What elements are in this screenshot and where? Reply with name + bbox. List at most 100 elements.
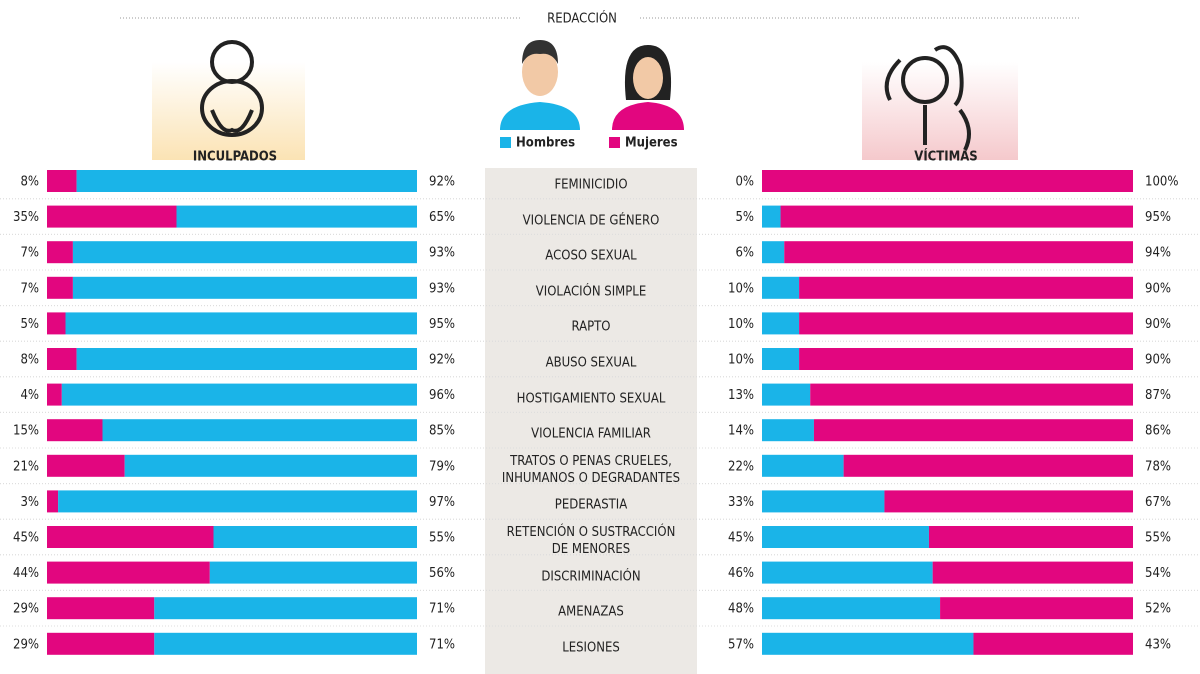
value-label: 71% xyxy=(429,602,455,617)
category-label: FEMINICIDIO xyxy=(554,177,628,193)
value-label: 46% xyxy=(728,566,754,581)
category-label: TRATOS O PENAS CRUELES, INHUMANOS O DEGR… xyxy=(501,453,681,486)
panel-bg xyxy=(862,62,1018,160)
panel-bg xyxy=(152,62,305,160)
value-label: 44% xyxy=(13,566,39,581)
value-label: 13% xyxy=(728,388,754,403)
value-label: 96% xyxy=(429,388,455,403)
value-label: 15% xyxy=(13,424,39,439)
bar-segment xyxy=(928,526,1133,548)
bar-segment xyxy=(47,561,210,584)
bar-segment xyxy=(47,490,59,513)
bar-segment xyxy=(47,241,73,264)
icon-woman xyxy=(612,45,684,130)
bar-segment xyxy=(799,348,1133,370)
value-label: 10% xyxy=(728,317,754,332)
value-label: 95% xyxy=(1145,210,1171,225)
bar-segment xyxy=(810,383,1133,406)
value-label: 97% xyxy=(429,495,455,510)
bar-segment xyxy=(47,312,66,335)
value-label: 65% xyxy=(429,210,455,225)
value-label: 45% xyxy=(728,531,754,546)
value-label: 92% xyxy=(429,175,455,190)
icon-man xyxy=(500,40,580,130)
value-label: 21% xyxy=(13,459,39,474)
bar-segment xyxy=(762,526,929,548)
category-label: VIOLACIÓN SIMPLE xyxy=(535,284,647,300)
value-label: 33% xyxy=(728,495,754,510)
value-label: 71% xyxy=(429,637,455,652)
bar-segment xyxy=(47,454,125,477)
bar-segment xyxy=(799,312,1133,335)
bar-segment xyxy=(58,490,417,513)
bar-segment xyxy=(762,170,1133,192)
bar-segment xyxy=(843,454,1133,477)
bar-segment xyxy=(932,561,1133,584)
value-label: 43% xyxy=(1145,637,1171,652)
value-label: 86% xyxy=(1145,424,1171,439)
value-label: 67% xyxy=(1145,495,1171,510)
bar-segment xyxy=(47,526,214,548)
value-label: 3% xyxy=(20,495,39,510)
value-label: 92% xyxy=(429,353,455,368)
bar-segment xyxy=(72,241,418,264)
value-label: 6% xyxy=(735,246,754,261)
bar-segment xyxy=(154,632,418,655)
category-label: DISCRIMINACIÓN xyxy=(541,569,641,585)
header: REDACCIÓN xyxy=(547,11,617,27)
bar-segment xyxy=(799,276,1133,299)
value-label: 94% xyxy=(1145,246,1171,261)
bar-segment xyxy=(813,419,1133,442)
value-label: 35% xyxy=(13,210,39,225)
value-label: 56% xyxy=(429,566,455,581)
value-label: 10% xyxy=(728,281,754,296)
value-label: 90% xyxy=(1145,317,1171,332)
value-label: 5% xyxy=(20,317,39,332)
legend-swatch xyxy=(609,137,620,148)
value-label: 87% xyxy=(1145,388,1171,403)
value-label: 14% xyxy=(728,424,754,439)
bar-segment xyxy=(762,419,814,442)
bar-segment xyxy=(780,205,1133,228)
value-label: 55% xyxy=(429,531,455,546)
bar-segment xyxy=(176,205,417,228)
bar-segment xyxy=(762,312,800,335)
bar-segment xyxy=(47,419,103,442)
bar-segment xyxy=(47,276,73,299)
bar-segment xyxy=(61,383,418,406)
bar-segment xyxy=(209,561,417,584)
category-label: AMENAZAS xyxy=(558,604,624,620)
bar-segment xyxy=(762,383,811,406)
bar-segment xyxy=(762,241,785,264)
icon-accused xyxy=(200,40,264,137)
bar-segment xyxy=(47,383,62,406)
category-label: VIOLENCIA FAMILIAR xyxy=(531,426,651,442)
panel-title: VÍCTIMAS xyxy=(914,149,977,165)
category-label: RAPTO xyxy=(571,319,611,335)
value-label: 55% xyxy=(1145,531,1171,546)
value-label: 10% xyxy=(728,353,754,368)
bar-segment xyxy=(47,170,77,192)
category-label: RETENCIÓN O SUSTRACCIÓN DE MENORES xyxy=(506,525,676,557)
value-label: 85% xyxy=(429,424,455,439)
bar-segment xyxy=(973,632,1133,655)
bar-segment xyxy=(154,597,418,620)
bar-segment xyxy=(72,276,418,299)
category-label: ABUSO SEXUAL xyxy=(545,355,637,371)
value-label: 4% xyxy=(20,388,39,403)
value-label: 5% xyxy=(735,210,754,225)
icon-victim xyxy=(884,45,971,151)
bar-segment xyxy=(784,241,1133,264)
value-label: 29% xyxy=(13,602,39,617)
value-label: 54% xyxy=(1145,566,1171,581)
category-label: HOSTIGAMIENTO SEXUAL xyxy=(516,391,666,407)
bar-segment xyxy=(124,454,417,477)
value-label: 52% xyxy=(1145,602,1171,617)
value-label: 7% xyxy=(20,281,39,296)
bar-segment xyxy=(762,490,885,513)
bar-segment xyxy=(762,205,781,228)
bar-segment xyxy=(940,597,1133,620)
value-label: 90% xyxy=(1145,353,1171,368)
value-label: 29% xyxy=(13,637,39,652)
bar-segment xyxy=(213,526,417,548)
